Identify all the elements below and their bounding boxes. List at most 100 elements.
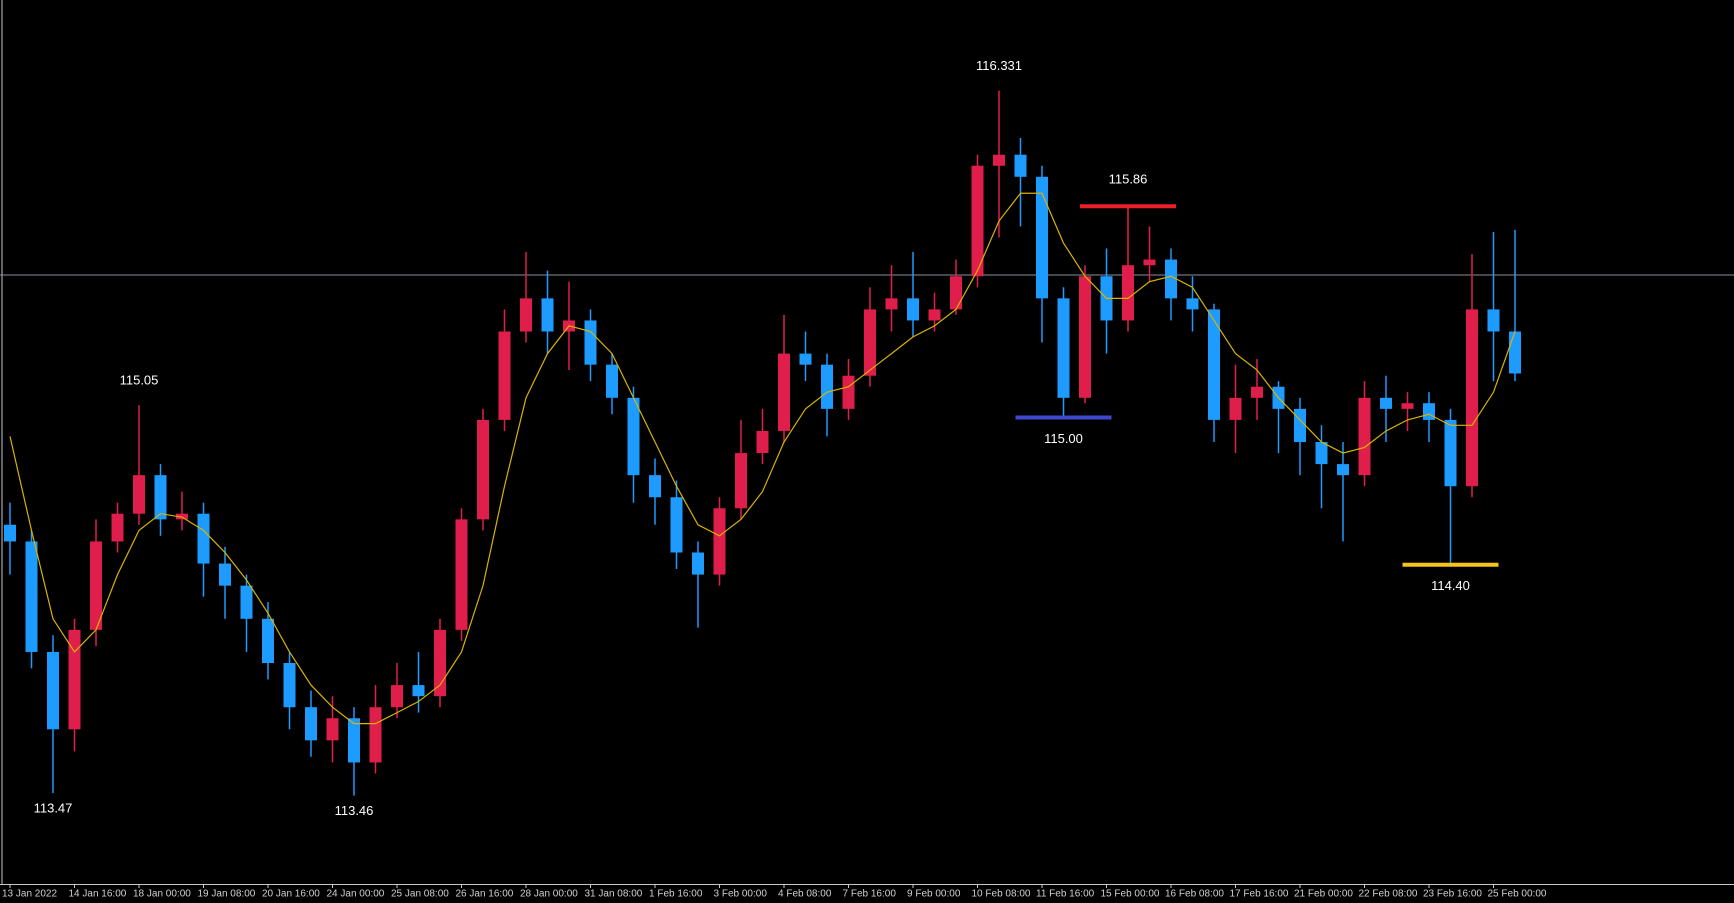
candle-body (885, 298, 898, 310)
candle-body (1380, 397, 1392, 409)
x-tick-label: 4 Feb 08:00 (778, 889, 832, 900)
candle-body (391, 685, 403, 708)
candle-body (176, 513, 188, 520)
candle-body (1165, 259, 1177, 299)
candle-body (584, 320, 597, 365)
candle-body (262, 618, 274, 663)
candle-body (369, 707, 382, 763)
x-tick-label: 31 Jan 08:00 (585, 889, 643, 900)
candle-body (1401, 403, 1414, 409)
x-tick-label: 9 Feb 00:00 (907, 889, 961, 900)
candle-body (756, 430, 769, 454)
candle-body (1423, 403, 1435, 420)
candle-body (1208, 309, 1220, 420)
candle-body (821, 364, 833, 409)
candle-body (1294, 408, 1306, 442)
x-tick-label: 3 Feb 00:00 (714, 889, 768, 900)
x-tick-label: 25 Jan 08:00 (391, 889, 449, 900)
x-tick-label: 1 Feb 16:00 (649, 889, 703, 900)
candle-body (1358, 397, 1371, 476)
extreme-label: 115.05 (120, 373, 159, 388)
x-tick-label: 7 Feb 16:00 (843, 889, 897, 900)
candle-body (90, 541, 102, 630)
level-label: 114.40 (1431, 578, 1470, 593)
candle-body (1251, 386, 1263, 398)
candle-body (1315, 442, 1328, 465)
extreme-label: 113.46 (335, 803, 374, 818)
x-tick-label: 24 Jan 00:00 (327, 889, 385, 900)
candle-body (1229, 397, 1242, 420)
candle-body (283, 663, 296, 708)
level-label: 115.00 (1044, 431, 1083, 446)
candle-body (735, 453, 747, 509)
candle-body (219, 563, 231, 586)
candle-body (305, 707, 317, 741)
candle-body (971, 165, 984, 277)
candle-body (1014, 154, 1027, 177)
level-label: 115.86 (1109, 172, 1148, 187)
candle-body (864, 309, 876, 376)
candle-body (778, 353, 790, 431)
candle-body (1057, 298, 1070, 398)
candle-body (606, 364, 618, 398)
x-tick-label: 18 Jan 00:00 (133, 889, 191, 900)
candle-body (1487, 309, 1500, 332)
candle-body (68, 629, 81, 730)
x-tick-label: 13 Jan 2022 (2, 889, 57, 900)
candle-body (1186, 298, 1199, 310)
x-tick-label: 16 Feb 08:00 (1165, 889, 1224, 900)
x-tick-label: 25 Feb 00:00 (1488, 889, 1547, 900)
candle-body (649, 475, 661, 498)
candle-body (197, 513, 210, 564)
candle-body (1466, 309, 1478, 487)
candle-body (928, 309, 941, 321)
extreme-label: 113.47 (34, 801, 73, 816)
extreme-label: 116.331 (976, 58, 1022, 73)
candle-body (154, 475, 167, 520)
x-tick-label: 26 Jan 16:00 (456, 889, 514, 900)
candle-body (434, 629, 446, 697)
candle-body (1079, 276, 1091, 398)
x-tick-label: 10 Feb 08:00 (972, 889, 1031, 900)
candle-body (326, 718, 339, 741)
candle-body (541, 298, 554, 332)
candle-body (1444, 419, 1457, 487)
x-tick-label: 22 Feb 08:00 (1359, 889, 1418, 900)
candle-body (348, 718, 360, 763)
x-tick-label: 20 Jan 16:00 (262, 889, 320, 900)
moving-average (9, 192, 1516, 725)
candle-body (692, 552, 704, 575)
candle-body (1143, 259, 1156, 266)
candle-body (477, 419, 489, 520)
candle-body (455, 519, 468, 630)
candle-body (240, 585, 253, 619)
candle-body (842, 375, 855, 409)
candle-body (950, 276, 962, 310)
x-tick-label: 21 Feb 00:00 (1294, 889, 1353, 900)
candle-body (907, 298, 919, 321)
candle-body (993, 154, 1005, 166)
candle-body (1337, 464, 1349, 476)
candle-body (47, 651, 59, 730)
candle-body (713, 508, 726, 575)
candle-body (520, 298, 532, 332)
x-tick-label: 19 Jan 08:00 (198, 889, 256, 900)
x-tick-label: 15 Feb 00:00 (1101, 889, 1160, 900)
candle-body (1509, 331, 1521, 374)
x-tick-label: 11 Feb 16:00 (1036, 889, 1095, 900)
candle-body (133, 475, 145, 514)
candle-body (111, 513, 124, 542)
candle-body (1036, 176, 1048, 299)
candle-body (498, 331, 511, 420)
candle-body (1122, 265, 1134, 321)
candle-body (4, 524, 16, 542)
x-tick-label: 17 Feb 16:00 (1230, 889, 1289, 900)
x-tick-label: 23 Feb 16:00 (1423, 889, 1482, 900)
candle-body (627, 397, 640, 476)
candle-body (25, 541, 38, 652)
candle-body (799, 353, 812, 365)
x-tick-label: 28 Jan 00:00 (520, 889, 578, 900)
x-tick-label: 14 Jan 16:00 (69, 889, 127, 900)
